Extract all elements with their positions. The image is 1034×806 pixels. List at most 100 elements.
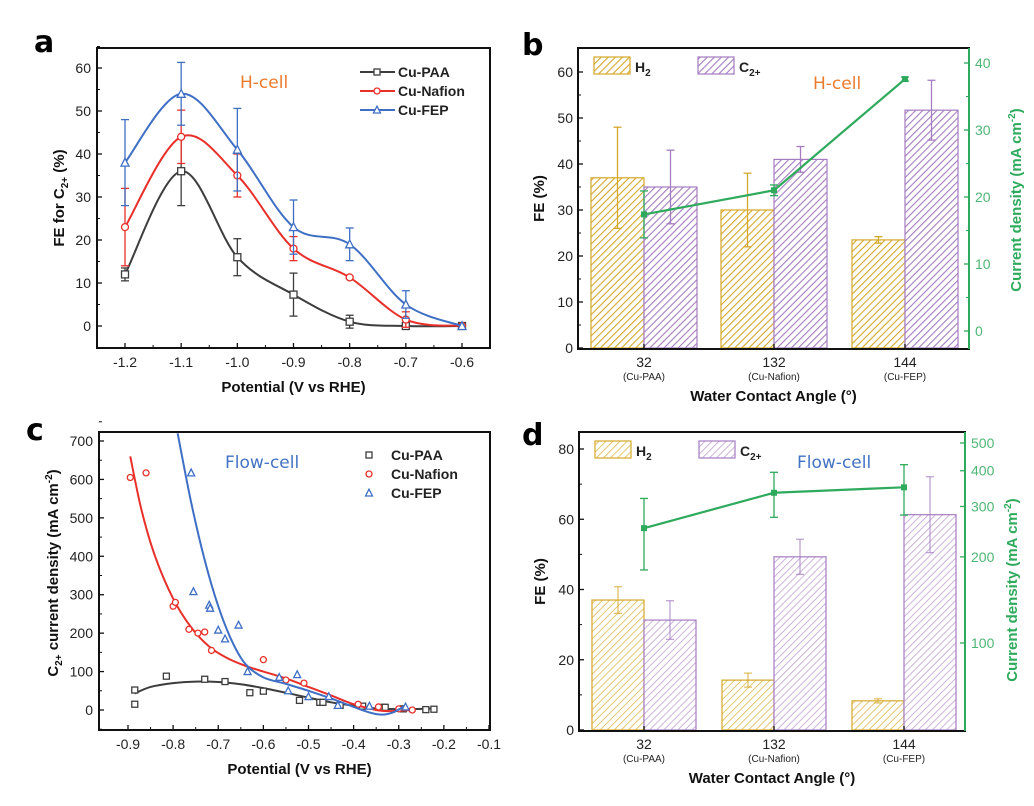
series-cu-fep <box>119 61 468 331</box>
y-tick-label: 100 <box>70 664 94 680</box>
y2-tick-label: 40 <box>975 55 991 71</box>
panel-d: 0 20 40 60 80 100 200 300 400 500 32 (Cu-PAA) 132 (Cu… <box>532 431 1021 787</box>
x-category-sublabel: (Cu-PAA) <box>623 372 665 383</box>
y-tick-label: 50 <box>75 103 91 119</box>
x-category-sublabel: (Cu-PAA) <box>623 754 665 765</box>
data-point <box>259 687 268 695</box>
x-tick-label: -0.2 <box>432 736 456 752</box>
data-point <box>213 624 223 634</box>
data-point <box>233 619 244 629</box>
fit-curve <box>134 680 434 711</box>
y-axis-title-sup: -2 <box>44 474 55 483</box>
x-tick-label: -0.3 <box>387 736 411 752</box>
data-point <box>430 705 438 713</box>
data-point <box>221 677 229 686</box>
data-point <box>400 298 411 309</box>
data-point <box>300 679 308 687</box>
data-point <box>120 222 130 232</box>
x-tick-label: -0.9 <box>281 354 305 370</box>
y-tick-label: 40 <box>75 146 91 162</box>
legend-label: Cu-Nafion <box>398 83 465 99</box>
current-density-series <box>640 464 908 571</box>
data-point <box>456 320 468 331</box>
annotation-h-cell: H-cell <box>240 73 288 93</box>
x-tick-label: -1.1 <box>169 354 193 370</box>
x-tick-label: -0.8 <box>161 736 185 752</box>
current-density-point <box>771 489 777 496</box>
y2-axis-title-main: Current density (mA cm <box>1008 122 1025 291</box>
data-point <box>162 672 171 680</box>
y-tick-label: 20 <box>558 652 574 668</box>
panel-b: 0 10 20 30 40 50 60 0 10 20 30 40 32 (Cu-PAA) 132 (Cu-N… <box>531 47 1025 405</box>
y-tick-label: 60 <box>557 64 573 80</box>
data-point <box>177 167 186 176</box>
panel-letter-b: b <box>522 28 543 63</box>
y-tick-label: 10 <box>75 275 91 291</box>
series-cu-nafion <box>126 456 416 714</box>
data-point <box>283 685 293 695</box>
panel-c: 0 100 200 300 400 500 600 700 -0.9 -0.8 -0.7 -0.6 -0… <box>44 421 501 778</box>
data-point <box>319 698 327 706</box>
data-point <box>246 689 254 697</box>
data-point <box>188 586 198 596</box>
legend-label: Cu-Nafion <box>391 466 458 482</box>
legend-marker <box>365 451 373 459</box>
x-category-label: 144 <box>893 354 917 370</box>
legend-swatch-c2plus <box>698 440 736 459</box>
legend-swatch-h2 <box>594 440 632 459</box>
x-category-sublabel: (Cu-Nafion) <box>748 372 800 383</box>
bar-series-h2 <box>590 126 906 349</box>
bar <box>851 700 905 731</box>
fit-curve <box>176 433 407 716</box>
data-point <box>201 628 209 636</box>
data-point <box>207 646 216 655</box>
y2-tick-label: 0 <box>975 323 983 339</box>
fit-curve <box>129 456 415 713</box>
legend-c2-sub: 2+ <box>749 68 761 79</box>
y2-tick-label: 400 <box>971 463 995 479</box>
data-point <box>220 633 230 643</box>
bar-series-h2 <box>591 586 905 731</box>
current-density-series <box>640 76 909 239</box>
x-tick-label: -0.9 <box>116 736 140 752</box>
y-axis-title-mid: current density (mA cm <box>45 483 62 654</box>
data-point <box>185 625 193 633</box>
data-point <box>131 700 139 708</box>
legend-label-h2: H2 <box>635 59 651 79</box>
y2-tick-label: 10 <box>975 256 991 272</box>
data-point <box>186 467 196 477</box>
legend-label: Cu-PAA <box>391 447 443 463</box>
x-tick-label: -0.8 <box>338 354 362 370</box>
data-point <box>171 598 180 607</box>
data-point <box>408 706 416 714</box>
x-tick-label: -0.4 <box>342 736 366 752</box>
data-point <box>119 156 131 167</box>
data-point <box>288 221 299 232</box>
y-tick-label: 50 <box>557 110 573 126</box>
data-point <box>324 691 334 701</box>
legend-label: Cu-FEP <box>398 102 449 118</box>
data-point <box>333 700 343 710</box>
current-density-point <box>641 211 647 218</box>
annotation: Flow-cell <box>797 453 871 473</box>
annotation-flow-cell: Flow-cell <box>225 453 299 473</box>
bar-series-c2plus <box>643 79 959 349</box>
y-tick-label: 30 <box>75 189 91 205</box>
y-axis-title: FE (%) <box>531 175 548 222</box>
data-point <box>274 672 284 681</box>
y-tick-label: 20 <box>557 248 573 264</box>
data-point <box>292 669 302 679</box>
data-point <box>120 270 130 279</box>
y-tick-label: 10 <box>557 294 573 310</box>
x-tick-label: -0.1 <box>477 736 501 752</box>
y-tick-label: 60 <box>75 60 91 76</box>
x-category-sublabel: (Cu-FEP) <box>884 372 926 383</box>
bar <box>851 239 906 349</box>
y-tick-label: 60 <box>558 511 574 527</box>
current-density-point <box>771 187 777 194</box>
data-point <box>142 469 150 477</box>
bar <box>773 158 828 349</box>
data-point <box>422 705 430 714</box>
y-tick-label: 300 <box>70 587 94 603</box>
